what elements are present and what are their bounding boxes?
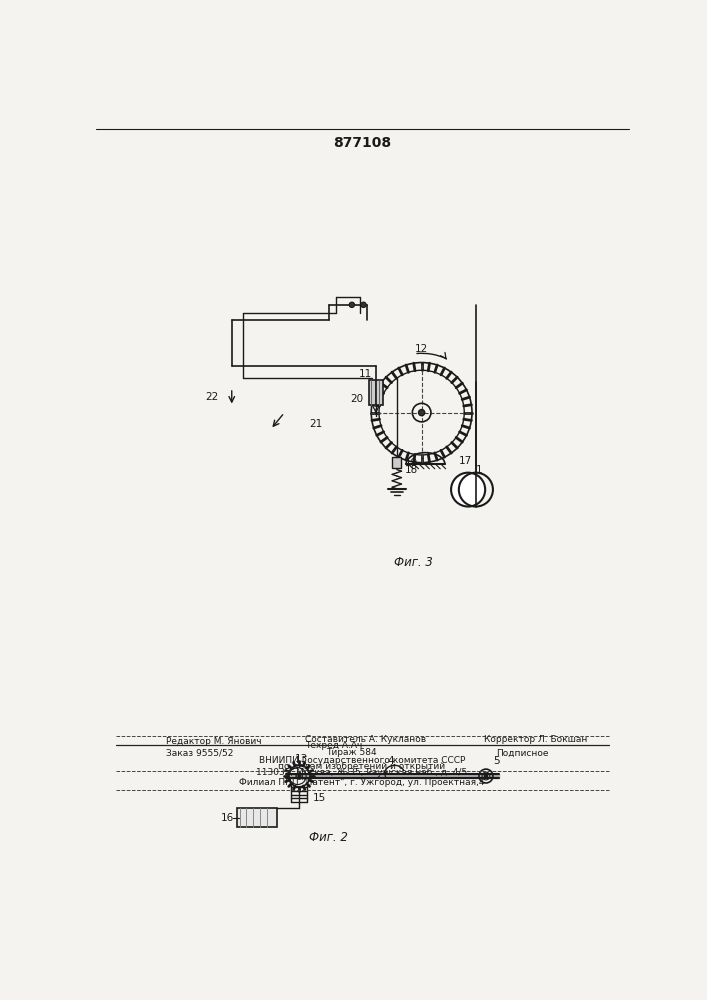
Text: Заказ 9555/52: Заказ 9555/52 [166,748,233,757]
Bar [392,457,402,468]
Text: 20: 20 [351,394,364,404]
Text: 11: 11 [359,369,373,379]
Circle shape [298,775,300,777]
Text: 16: 16 [221,813,234,823]
Circle shape [484,774,488,778]
Text: 12: 12 [415,344,428,354]
Text: 21: 21 [309,419,322,429]
Circle shape [451,473,485,507]
Circle shape [361,302,366,307]
Text: Подписное: Подписное [496,748,549,757]
Text: 15: 15 [313,793,327,803]
Text: 22: 22 [205,392,218,402]
Text: Составитель А. Кукланов: Составитель А. Кукланов [305,735,426,744]
Text: Фиг. 3: Фиг. 3 [395,556,433,569]
Text: по делам изобретений и открытий: по делам изобретений и открытий [279,762,445,771]
Text: 19: 19 [404,458,418,468]
Text: 113035, Москва, Ж-35, Раушская наб., д. 4/5: 113035, Москва, Ж-35, Раушская наб., д. … [257,768,467,777]
Text: 13: 13 [295,754,308,764]
Text: 17: 17 [458,456,472,466]
Text: Фиг. 2: Фиг. 2 [309,831,348,844]
Circle shape [349,302,355,307]
Text: 877108: 877108 [333,136,391,150]
Text: Корректор Л. Бокшан: Корректор Л. Бокшан [484,735,587,744]
Text: Редактор М. Янович: Редактор М. Янович [166,737,262,746]
Bar [237,808,277,827]
Text: Филиал ППП "Патент", г. Ужгород, ул. Проектная,4: Филиал ППП "Патент", г. Ужгород, ул. Про… [239,778,485,787]
Text: 1: 1 [476,465,482,475]
Text: ВНИИПИ Государственного комитета СССР: ВНИИПИ Государственного комитета СССР [259,756,465,765]
Circle shape [419,410,425,416]
Text: 4: 4 [387,756,394,766]
Text: Техред А.Ач: Техред А.Ач [305,741,363,750]
Text: 5: 5 [493,756,500,766]
Text: 18: 18 [404,465,418,475]
Polygon shape [286,774,499,778]
Bar [369,380,383,405]
Text: Тираж 584: Тираж 584 [327,748,378,757]
